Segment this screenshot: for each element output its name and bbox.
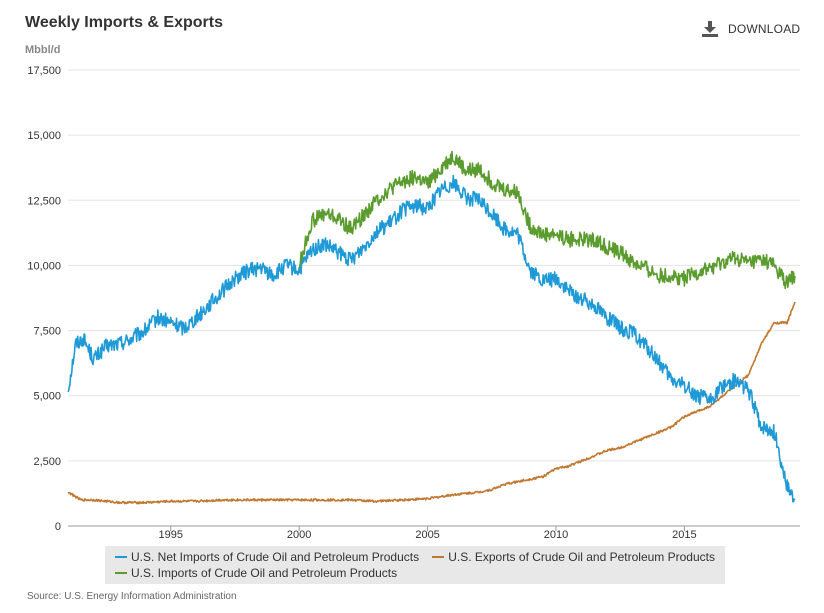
y-tick-label: 5,000 [33, 391, 61, 403]
y-tick-label: 10,000 [27, 260, 61, 272]
legend-label-exports: U.S. Exports of Crude Oil and Petroleum … [448, 550, 715, 564]
y-tick-label: 15,000 [27, 130, 61, 142]
legend-swatch-exports [432, 556, 445, 558]
gridlines [68, 69, 800, 527]
x-tick-label: 2005 [415, 529, 439, 541]
x-tick-label: 2000 [287, 529, 311, 541]
line-chart: 0 2,500 5,000 7,500 10,000 12,500 15,000 17,500… [27, 65, 800, 541]
y-axis: 0 2,500 5,000 7,500 10,000 12,500 15,000 17,500 [27, 65, 61, 533]
x-axis: 1995 2000 2005 2010 2015 [158, 526, 697, 541]
legend-item-exports[interactable]: U.S. Exports of Crude Oil and Petroleum … [432, 550, 715, 564]
series-line-imports [298, 150, 796, 290]
series-line-exports [67, 301, 796, 505]
x-tick-label: 2015 [672, 529, 696, 541]
y-tick-label: 7,500 [33, 326, 61, 338]
units-label: Mbbl/d [25, 44, 61, 56]
x-tick-label: 1995 [158, 529, 182, 541]
y-tick-label: 12,500 [27, 195, 61, 207]
source-note: Source: U.S. Energy Information Administ… [27, 591, 237, 602]
y-tick-label: 2,500 [33, 456, 61, 468]
legend-label-net-imports: U.S. Net Imports of Crude Oil and Petrol… [131, 550, 420, 564]
series-group [67, 150, 796, 505]
legend-swatch-imports [115, 572, 127, 574]
legend: U.S. Net Imports of Crude Oil and Petrol… [105, 546, 725, 584]
legend-item-net-imports[interactable]: U.S. Net Imports of Crude Oil and Petrol… [115, 550, 432, 564]
legend-item-imports[interactable]: U.S. Imports of Crude Oil and Petroleum … [115, 566, 397, 580]
legend-label-imports: U.S. Imports of Crude Oil and Petroleum … [131, 566, 398, 580]
y-tick-label: 17,500 [27, 65, 61, 77]
chart-title: Weekly Imports & Exports [25, 14, 223, 31]
y-tick-label: 0 [55, 521, 61, 533]
x-tick-label: 2010 [544, 529, 568, 541]
download-label: DOWNLOAD [728, 22, 801, 36]
legend-swatch-net-imports [115, 556, 127, 558]
download-icon [700, 19, 720, 39]
download-button[interactable]: DOWNLOAD [700, 19, 800, 39]
series-line-net-imports [67, 174, 796, 503]
